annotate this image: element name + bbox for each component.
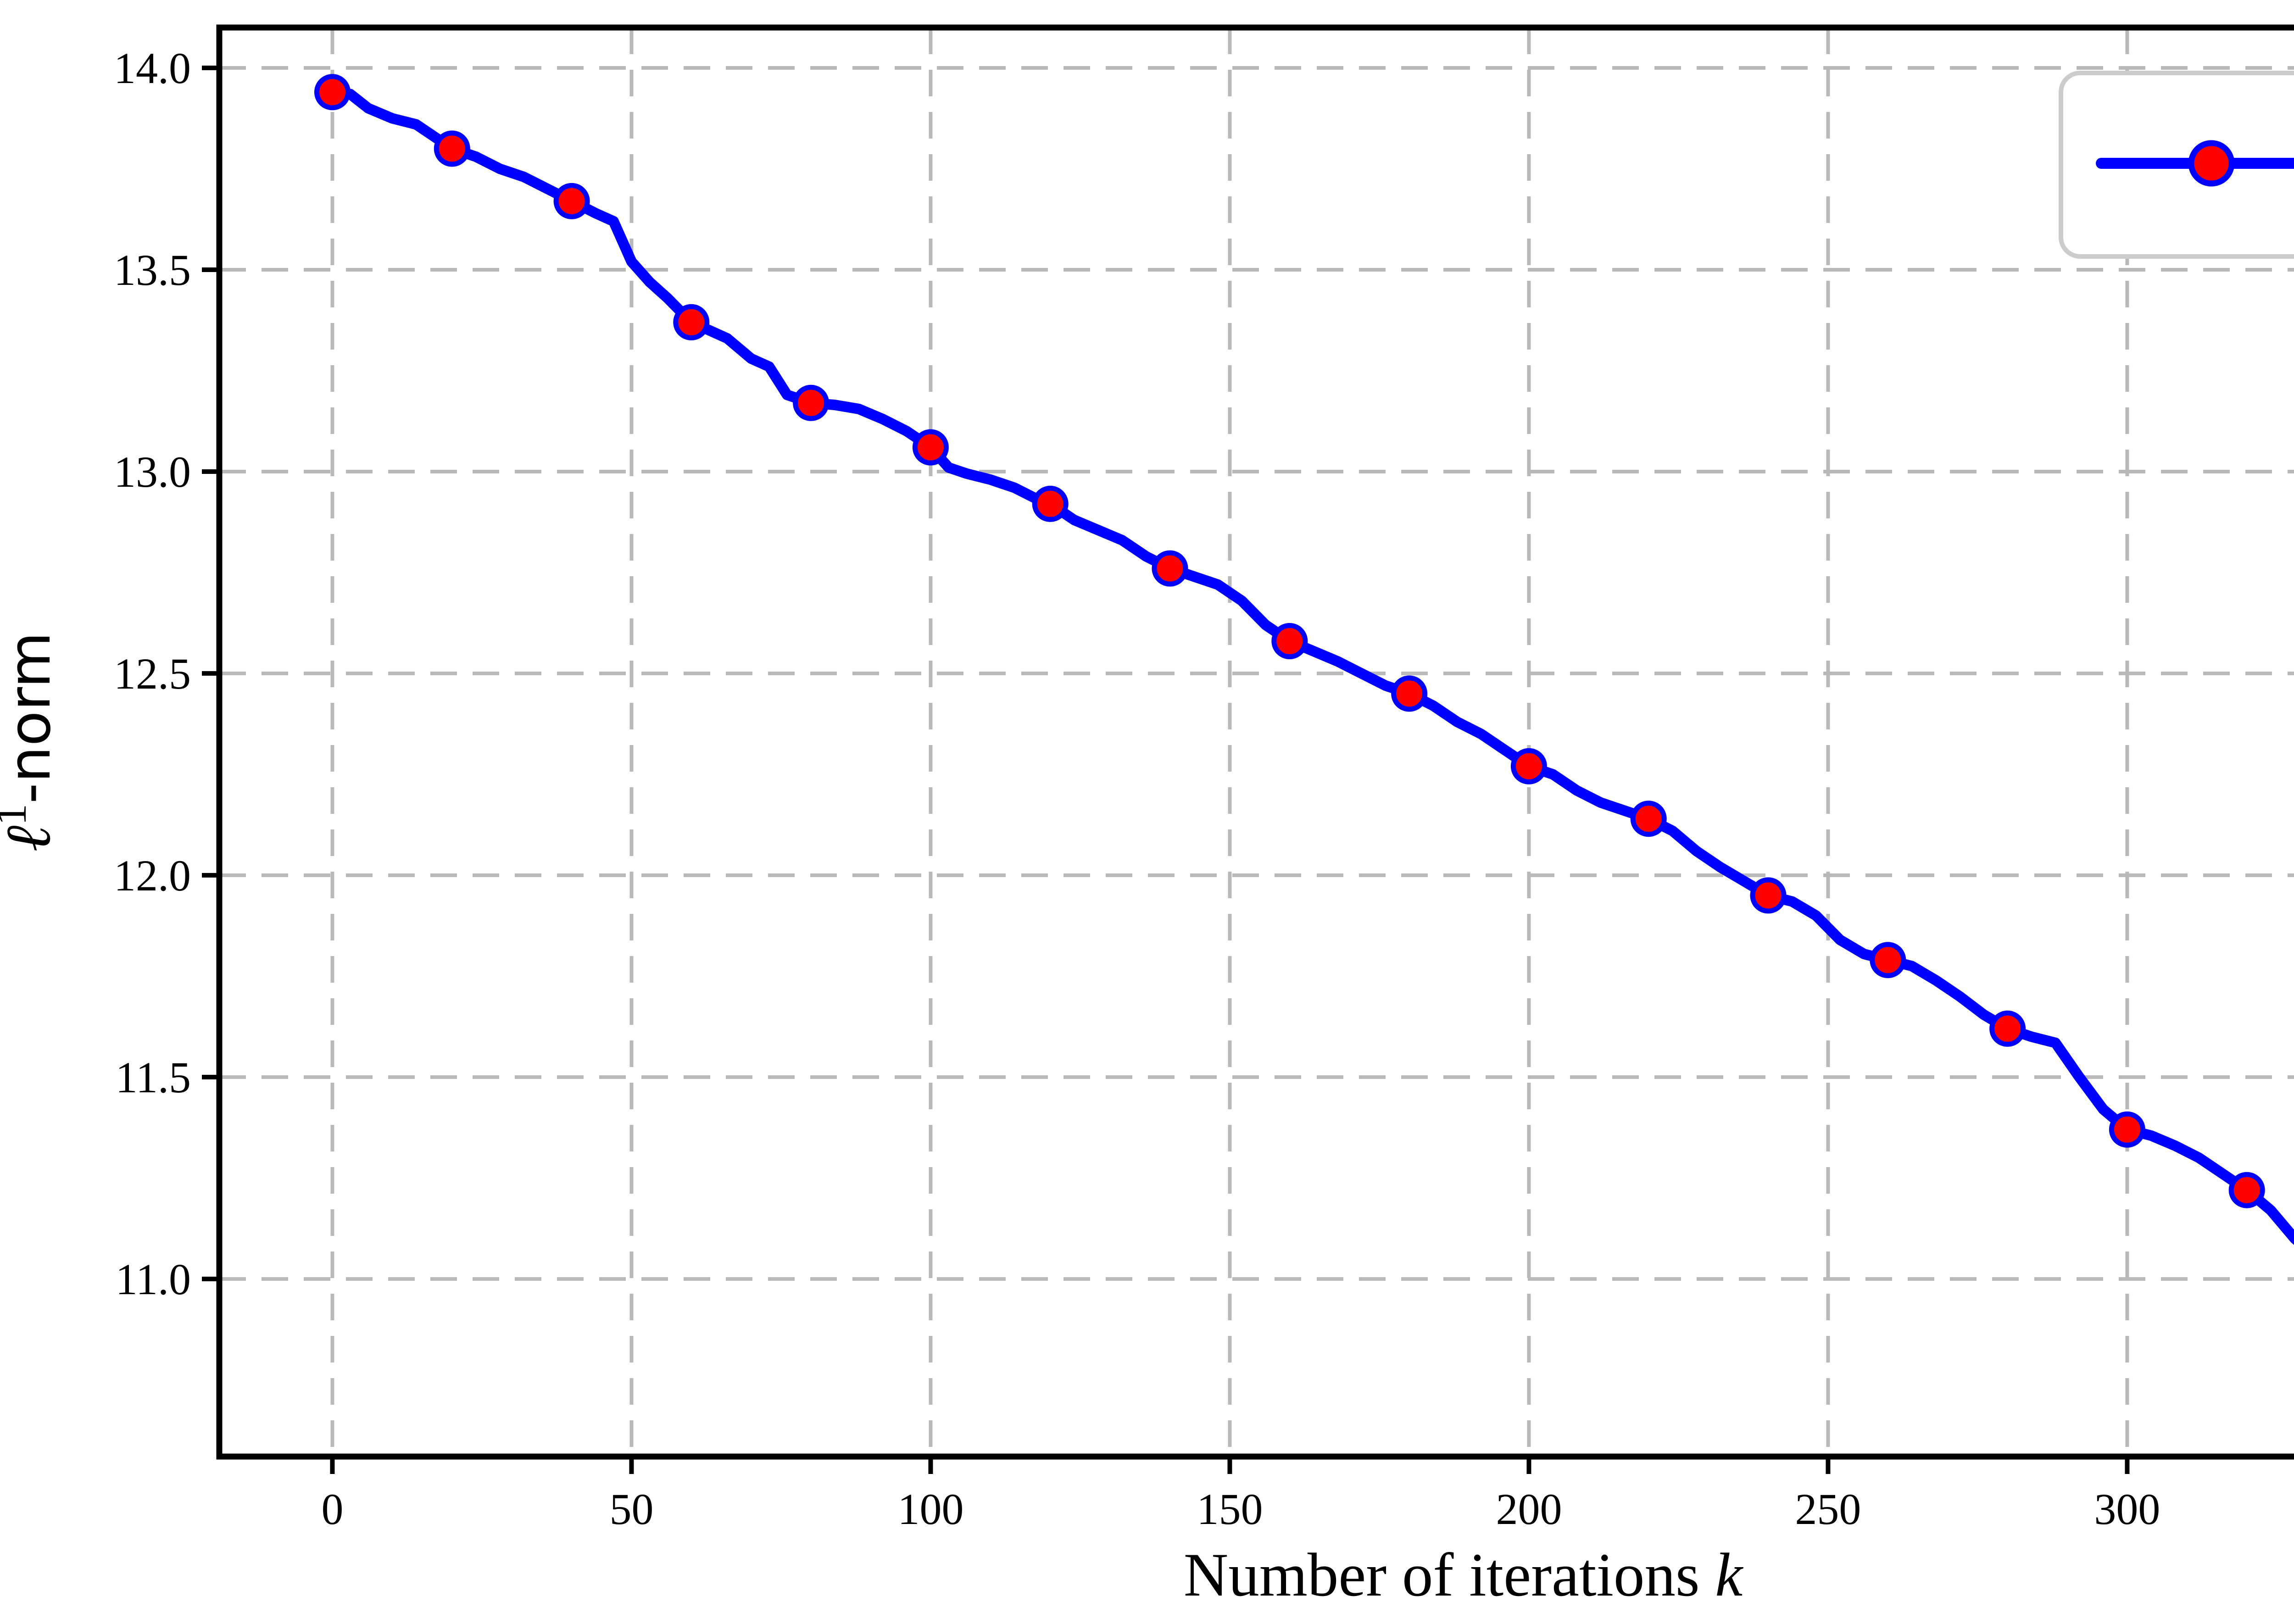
x-tick-label: 100 [897,1485,963,1534]
data-point-marker [553,183,590,219]
data-point-marker [1630,801,1667,837]
y-tick-labels: 11.0 11.5 12.0 12.5 13.0 13.5 14.0 [114,44,191,1304]
x-tick-label: 300 [2094,1485,2160,1534]
x-tick-label: 200 [1496,1485,1562,1534]
data-point-marker [1510,748,1547,784]
series-markers [314,74,2265,1208]
x-tick-label: 0 [321,1485,343,1534]
y-tick-label: 12.0 [114,851,191,900]
plot-frame [216,24,2294,1460]
data-point-marker [1032,485,1069,522]
x-axis-label-variable: k [1715,1541,1743,1609]
data-point-marker [434,130,470,167]
data-point-marker [1750,877,1787,914]
y-axis-label-sup: 1 [0,804,35,826]
data-point-marker [314,74,351,111]
x-tick-label: 250 [1795,1485,1861,1534]
x-tick-label: 150 [1197,1485,1263,1534]
axes-spines [216,24,2294,1460]
data-point-marker [2109,1111,2145,1148]
x-tick-label: 50 [609,1485,653,1534]
y-tick-label: 14.0 [114,44,191,93]
y-axis-label-rest: -norm [0,632,63,804]
data-point-marker [2228,1172,2265,1208]
data-point-marker [793,384,830,421]
x-axis-label-text: Number of iterations [1184,1541,1715,1609]
y-tick-label: 13.0 [114,447,191,496]
data-point-marker [1989,1010,2026,1047]
y-tick-label: 12.5 [114,649,191,698]
data-point-marker [1152,550,1188,587]
x-axis-label: Number of iterations k [1184,1541,1743,1609]
x-tick-labels: 050100150200250300350 [321,1485,2160,1534]
data-point-marker [1271,623,1308,659]
y-tick-label: 13.5 [114,245,191,295]
data-point-marker [912,429,949,466]
data-point-marker [1870,942,1906,979]
y-tick-label: 11.5 [116,1053,191,1102]
y-axis-label-ell: ℓ [0,825,63,851]
gridlines [219,28,2294,1457]
y-axis-label: ℓ1-norm [0,632,63,852]
legend: ∥ωk∥ℓ1 [2059,71,2294,259]
legend-marker [2188,140,2235,187]
data-point-marker [673,304,710,340]
y-tick-label: 11.0 [116,1255,191,1304]
data-point-marker [1391,675,1428,712]
